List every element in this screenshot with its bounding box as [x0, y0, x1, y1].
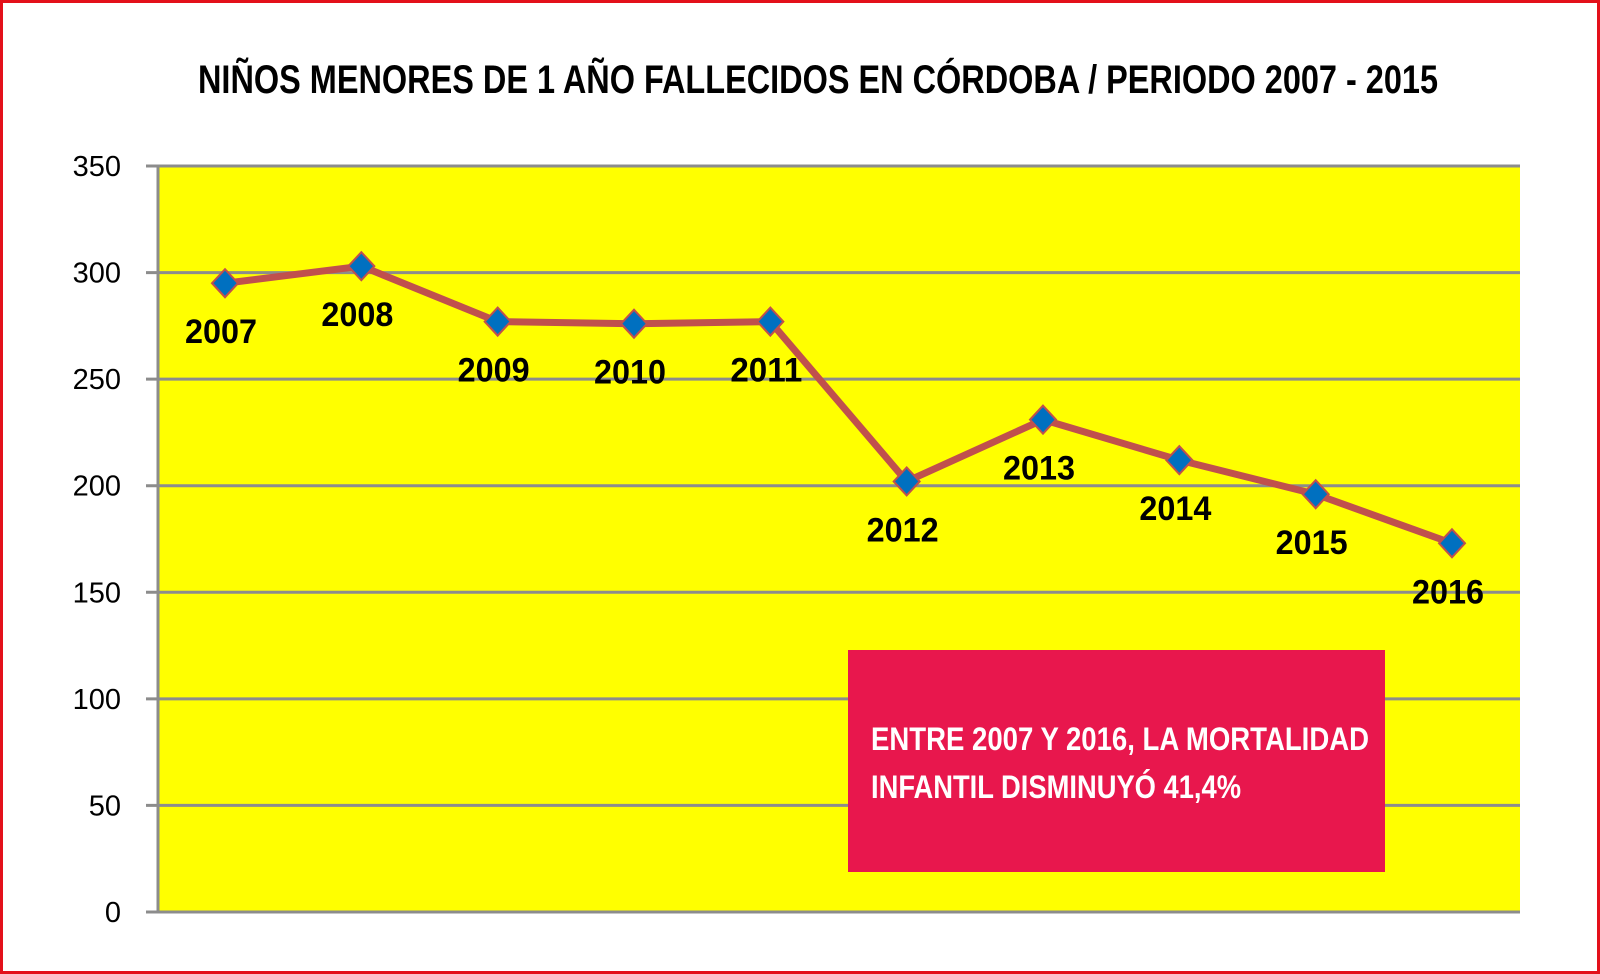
- data-point-marker: [1437, 527, 1467, 559]
- line-chart: NIÑOS MENORES DE 1 AÑO FALLECIDOS EN CÓR…: [73, 56, 1520, 929]
- y-tick-label: 200: [73, 471, 121, 503]
- data-point-marker: [892, 465, 922, 497]
- data-point-label: 2016: [1412, 573, 1484, 611]
- data-point-marker: [1301, 478, 1331, 510]
- y-tick-label: 350: [73, 151, 121, 183]
- y-tick-label: 0: [105, 897, 121, 929]
- data-point-label: 2013: [1003, 450, 1075, 488]
- data-point-label: 2010: [594, 354, 666, 392]
- annotation-line-1: ENTRE 2007 Y 2016, LA MORTALIDAD: [871, 721, 1369, 757]
- data-point-label: 2008: [321, 296, 393, 334]
- data-point-marker: [619, 308, 649, 340]
- data-point-label: 2011: [730, 352, 802, 390]
- data-point-marker: [1164, 444, 1194, 476]
- data-point-label: 2007: [185, 313, 257, 351]
- data-point-label: 2014: [1139, 490, 1211, 528]
- data-point-label: 2009: [458, 352, 530, 390]
- annotation-box: [848, 650, 1385, 872]
- data-point-marker: [755, 306, 785, 338]
- data-point-marker: [483, 306, 513, 338]
- y-tick-label: 300: [73, 258, 121, 290]
- y-tick-label: 250: [73, 364, 121, 396]
- chart-title: NIÑOS MENORES DE 1 AÑO FALLECIDOS EN CÓR…: [198, 56, 1438, 102]
- annotation-line-2: INFANTIL DISMINUYÓ 41,4%: [871, 769, 1241, 805]
- series-line: [224, 262, 1454, 547]
- y-tick-label: 150: [73, 577, 121, 609]
- data-point-marker: [210, 267, 240, 299]
- y-tick-label: 100: [73, 684, 121, 716]
- y-tick-label: 50: [89, 790, 121, 822]
- data-point-marker: [346, 250, 376, 282]
- data-point-label: 2015: [1276, 524, 1348, 562]
- data-point-marker: [1028, 404, 1058, 436]
- data-point-label: 2012: [867, 511, 939, 549]
